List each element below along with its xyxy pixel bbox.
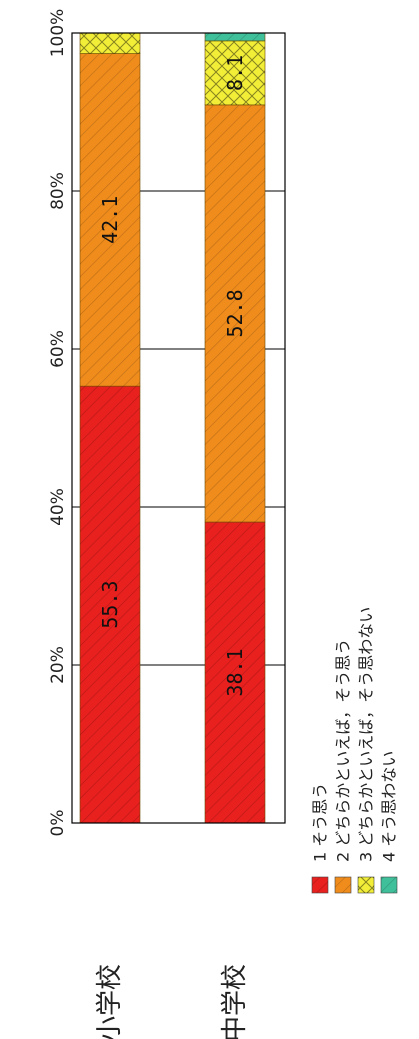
data-label: 55.3 (98, 580, 122, 628)
data-label: 8.1 (223, 55, 247, 91)
bar-segment-pattern (80, 53, 140, 387)
bar-segment-pattern (205, 40, 265, 105)
category-label: 中学校 (220, 964, 250, 1039)
tick-label: 20% (48, 646, 68, 684)
bar-segment-pattern (205, 522, 265, 823)
legend-label: 2 どちらかといえば，そう思う (334, 639, 353, 862)
legend-label: 3 どちらかといえば，そう思わない (357, 607, 376, 862)
data-label: 52.8 (223, 289, 247, 337)
legend: 1 そう思う 2 どちらかといえば，そう思う 3 どちらかといえば，そう思わない 4 … (311, 607, 399, 894)
tick-label: 40% (48, 488, 68, 526)
legend-label: 1 そう思う (311, 783, 330, 862)
legend-label: 4 そう思わない (380, 751, 399, 862)
bar-segment-pattern (205, 104, 265, 523)
legend-swatch-pattern (335, 877, 351, 893)
legend-swatch-pattern (381, 877, 397, 893)
data-label: 38.1 (223, 648, 247, 696)
bars (79, 32, 266, 824)
data-labels: 55.3 42.1 38.1 52.8 8.1 (98, 55, 247, 697)
tick-label: 60% (48, 330, 68, 368)
axis: 0% 20% 40% 60% 80% 100% 小学校 中学校 (48, 9, 286, 1039)
category-label: 小学校 (95, 964, 125, 1039)
legend-swatch-pattern (358, 877, 374, 893)
tick-label: 80% (48, 172, 68, 210)
tick-label: 0% (48, 810, 68, 837)
bar-segment-pattern (80, 386, 140, 823)
legend-swatch-pattern (312, 877, 328, 893)
tick-label: 100% (48, 9, 68, 58)
plot-frame (71, 32, 286, 824)
bar-segment-pattern (80, 33, 140, 54)
bar-segment-pattern (205, 33, 265, 41)
data-label: 42.1 (98, 196, 122, 244)
